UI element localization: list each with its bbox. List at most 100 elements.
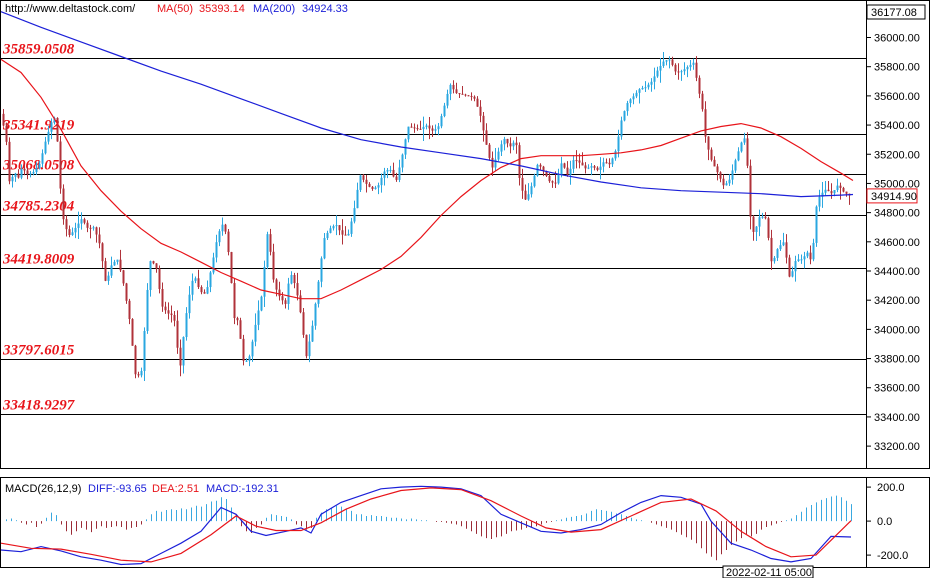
ma200-line: [0, 11, 854, 198]
candle-up: [617, 136, 620, 152]
ma50-line: [0, 58, 854, 300]
candle-up: [422, 126, 425, 130]
candle-down: [365, 179, 368, 184]
candle-down: [428, 125, 431, 129]
candle-down: [395, 176, 398, 180]
candle-up: [815, 206, 818, 243]
candle-down: [827, 189, 830, 192]
candle-down: [68, 229, 71, 236]
candle-down: [785, 242, 788, 258]
candle-up: [590, 166, 593, 168]
candle-down: [431, 128, 434, 131]
candle-up: [401, 154, 404, 168]
candle-up: [443, 105, 446, 117]
candle-down: [368, 183, 371, 187]
candle-up: [449, 84, 452, 94]
candle-up: [290, 275, 293, 284]
candle-down: [704, 109, 707, 137]
candle-up: [797, 259, 800, 262]
candle-up: [833, 190, 836, 194]
candle-down: [59, 141, 62, 189]
candle-up: [323, 238, 326, 259]
candle-down: [371, 186, 374, 190]
candle-up: [728, 179, 731, 184]
candle-up: [536, 164, 539, 176]
candle-up: [734, 160, 737, 171]
candle-up: [620, 120, 623, 137]
price-tick-label-11: 35400.00: [874, 120, 920, 132]
price-tick-label-7: 34600.00: [874, 237, 920, 249]
site-url: http://www.deltastock.com/: [5, 3, 136, 15]
candle-up: [656, 70, 659, 77]
candle-up: [14, 173, 17, 177]
candle-up: [251, 341, 254, 357]
candle-down: [302, 312, 305, 335]
candle-up: [191, 280, 194, 295]
candle-down: [8, 141, 11, 182]
main-panel-frame: [0, 0, 930, 469]
candle-down: [170, 313, 173, 316]
candle-down: [62, 188, 65, 220]
level-label-5: 33797.6015: [2, 343, 75, 359]
candle-up: [659, 65, 662, 71]
candle-down: [203, 292, 206, 294]
candle-down: [305, 334, 308, 357]
candle-down: [845, 191, 848, 194]
candle-up: [635, 92, 638, 97]
candle-down: [608, 162, 611, 165]
candle-down: [788, 257, 791, 277]
candle-up: [260, 296, 263, 311]
candle-down: [749, 165, 752, 217]
candle-up: [740, 142, 743, 152]
candle-down: [677, 71, 680, 73]
candle-down: [128, 300, 131, 320]
macd-tick-label-1: 0.0: [877, 516, 892, 528]
candle-up: [641, 87, 644, 90]
candle-up: [320, 258, 323, 282]
candle-up: [791, 271, 794, 277]
ma200-label: MA(200): [253, 3, 295, 15]
candle-up: [743, 138, 746, 143]
ma200-value: 34924.33: [302, 3, 348, 15]
candle-up: [11, 176, 14, 182]
candle-up: [803, 256, 806, 260]
candle-up: [263, 266, 266, 297]
candle-down: [479, 106, 482, 116]
candle-down: [293, 275, 296, 284]
candle-up: [500, 144, 503, 152]
candle-up: [494, 159, 497, 168]
candle-down: [197, 278, 200, 288]
candle-down: [593, 166, 596, 168]
macd-value: MACD:-192.31: [206, 483, 279, 495]
price-tick-label-8: 34800.00: [874, 208, 920, 220]
price-tick-label-3: 33800.00: [874, 354, 920, 366]
candle-down: [23, 168, 26, 171]
candle-up: [359, 175, 362, 190]
candle-up: [503, 138, 506, 145]
candle-up: [347, 233, 350, 236]
candle-up: [383, 171, 386, 178]
date-box: [722, 565, 814, 578]
candle-up: [41, 153, 44, 164]
price-tick-label-1: 33400.00: [874, 412, 920, 424]
macd-title: MACD(26,12,9): [5, 483, 81, 495]
candle-up: [110, 265, 113, 276]
candle-up: [434, 129, 437, 131]
candle-down: [554, 182, 557, 184]
candle-down: [275, 279, 278, 290]
price-tick-label-13: 35800.00: [874, 62, 920, 74]
candle-down: [455, 89, 458, 94]
candle-up: [350, 221, 353, 234]
candle-down: [122, 270, 125, 284]
current-price-label: 34914.90: [871, 191, 917, 203]
candle-up: [731, 170, 734, 180]
candle-up: [683, 69, 686, 72]
candle-up: [386, 170, 389, 172]
candle-down: [176, 320, 179, 348]
price-candles: [2, 52, 851, 382]
candle-down: [518, 145, 521, 178]
candle-down: [5, 125, 8, 142]
candle-up: [209, 272, 212, 288]
candle-up: [257, 310, 260, 325]
